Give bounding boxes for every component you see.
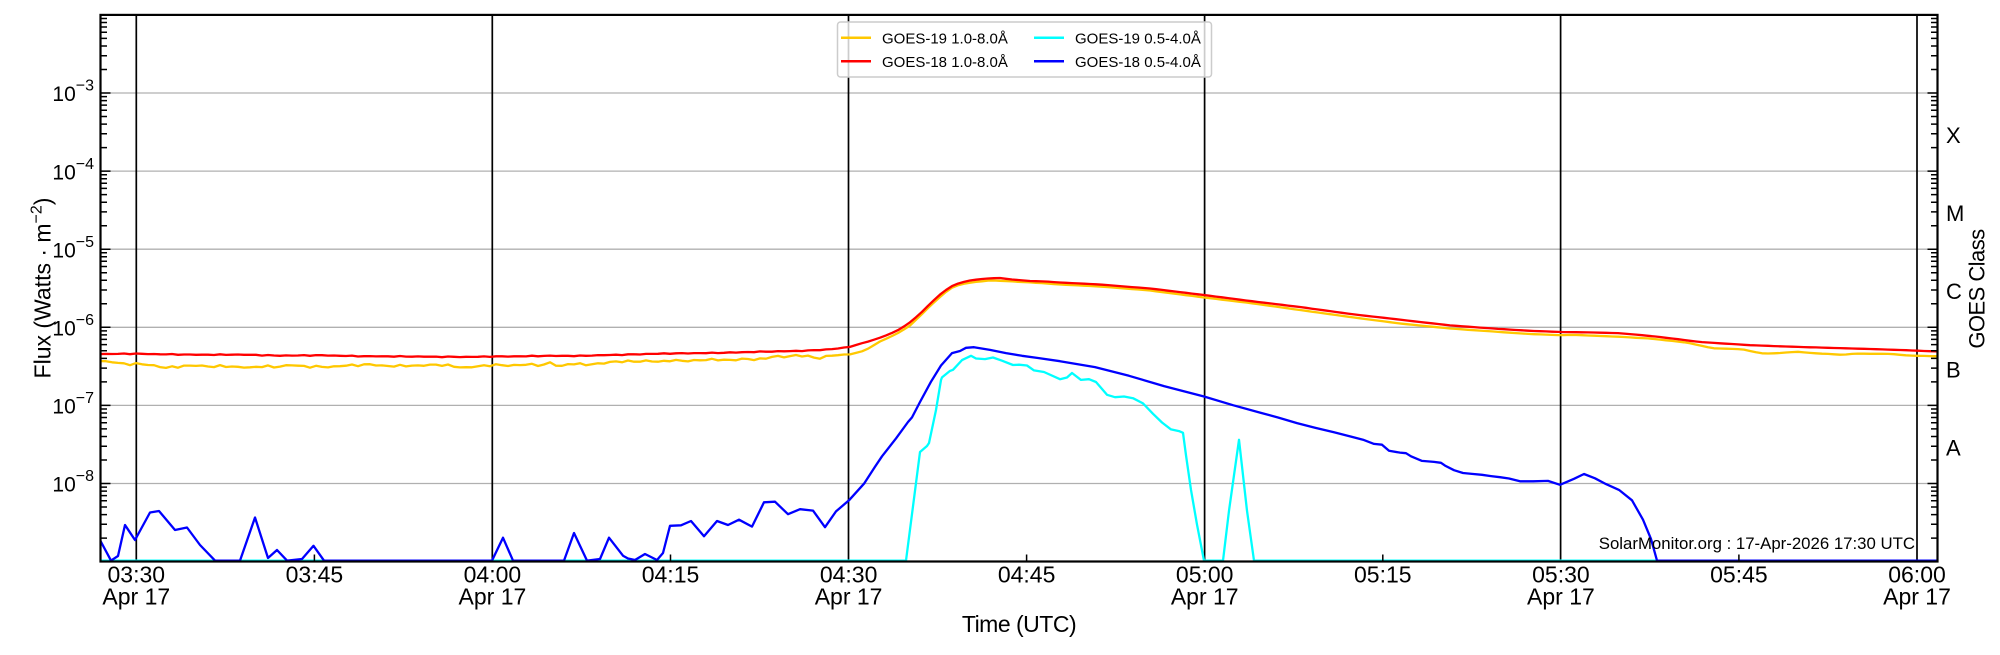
- svg-text:Apr 17: Apr 17: [1527, 584, 1595, 610]
- svg-text:B: B: [1946, 357, 1961, 382]
- svg-text:05:45: 05:45: [1710, 562, 1768, 588]
- svg-text:GOES-19 0.5-4.0Å: GOES-19 0.5-4.0Å: [1075, 31, 1201, 48]
- svg-text:10−3: 10−3: [52, 78, 94, 107]
- svg-text:05:30: 05:30: [1532, 562, 1590, 588]
- svg-text:Apr 17: Apr 17: [1883, 584, 1951, 610]
- svg-text:Apr 17: Apr 17: [815, 584, 883, 610]
- svg-text:A: A: [1946, 435, 1961, 460]
- svg-text:10−6: 10−6: [52, 312, 94, 341]
- svg-text:M: M: [1946, 201, 1964, 226]
- svg-text:C: C: [1946, 279, 1962, 304]
- svg-text:Time (UTC): Time (UTC): [962, 611, 1076, 637]
- svg-text:Apr 17: Apr 17: [459, 584, 527, 610]
- svg-text:10−4: 10−4: [52, 156, 94, 185]
- svg-text:Apr 17: Apr 17: [1171, 584, 1239, 610]
- svg-text:Apr 17: Apr 17: [102, 584, 170, 610]
- svg-text:X: X: [1946, 123, 1961, 148]
- svg-text:10−5: 10−5: [52, 234, 94, 263]
- svg-text:04:00: 04:00: [464, 562, 522, 588]
- svg-text:04:30: 04:30: [820, 562, 878, 588]
- svg-text:GOES-18 1.0-8.0Å: GOES-18 1.0-8.0Å: [882, 54, 1008, 71]
- svg-text:03:30: 03:30: [108, 562, 166, 588]
- svg-text:GOES-18 0.5-4.0Å: GOES-18 0.5-4.0Å: [1075, 54, 1201, 71]
- svg-text:05:15: 05:15: [1354, 562, 1412, 588]
- svg-text:04:15: 04:15: [642, 562, 700, 588]
- svg-text:06:00: 06:00: [1888, 562, 1946, 588]
- svg-text:05:00: 05:00: [1176, 562, 1234, 588]
- svg-text:03:45: 03:45: [286, 562, 344, 588]
- svg-text:GOES-19 1.0-8.0Å: GOES-19 1.0-8.0Å: [882, 31, 1008, 48]
- svg-text:10−8: 10−8: [52, 468, 94, 497]
- svg-text:Flux (Watts · m−2): Flux (Watts · m−2): [29, 198, 56, 379]
- svg-text:10−7: 10−7: [52, 390, 94, 419]
- svg-text:SolarMonitor.org : 17-Apr-2026: SolarMonitor.org : 17-Apr-2026 17:30 UTC: [1599, 534, 1915, 553]
- svg-text:GOES Class: GOES Class: [1965, 229, 1990, 349]
- svg-text:04:45: 04:45: [998, 562, 1056, 588]
